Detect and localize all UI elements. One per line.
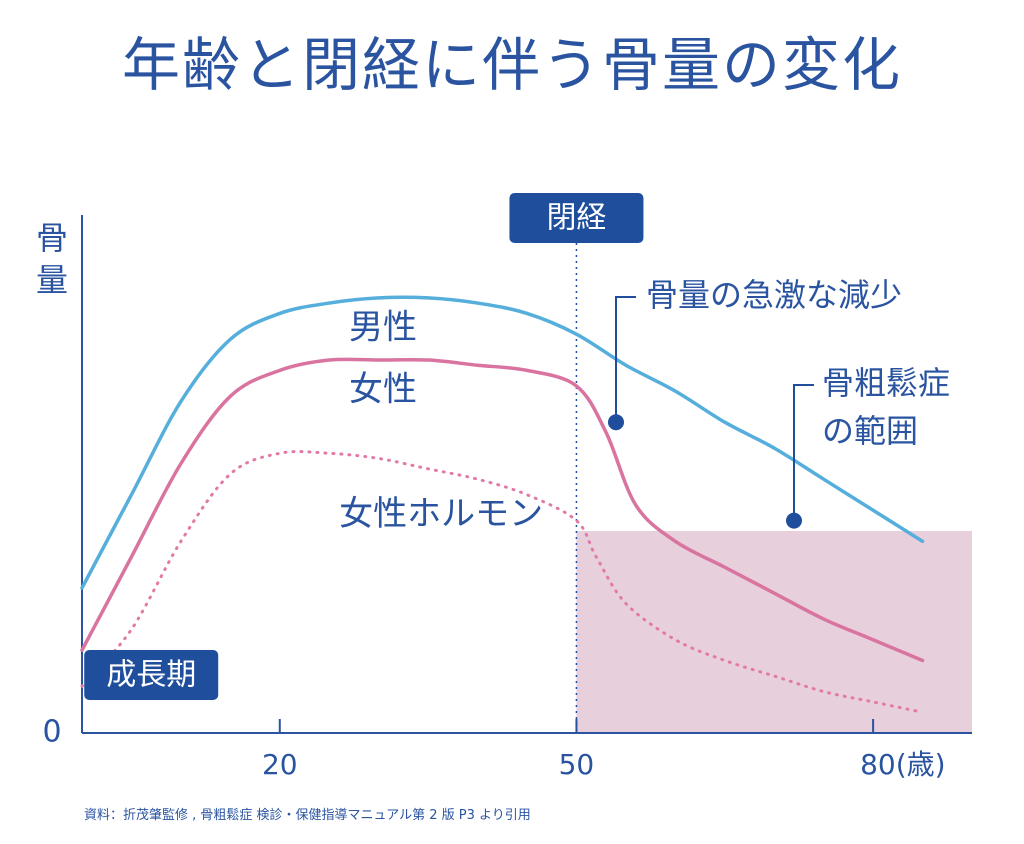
series-label-male: 男性 xyxy=(349,307,417,347)
growth-period-badge xyxy=(84,650,219,701)
series-layer xyxy=(80,295,925,714)
menopause-label: 閉経 xyxy=(546,201,606,236)
y-axis-label-char: 量 xyxy=(36,261,68,299)
annotation-osteoporosis-line2: の範囲 xyxy=(822,412,918,450)
x-tick-label-80: 80(歳) xyxy=(860,748,945,781)
annotation-osteoporosis-line1: 骨粗鬆症 xyxy=(822,364,950,402)
chart-title: 年齢と閉経に伴う骨量の変化 xyxy=(121,31,902,99)
x-tick-label-20: 20 xyxy=(262,748,298,781)
y-tick-label-0: 0 xyxy=(42,715,61,750)
x-tick-label-50: 50 xyxy=(559,748,595,781)
annotation-leader-1 xyxy=(793,384,814,521)
series-label-female-hormone: 女性ホルモン xyxy=(339,494,543,534)
region-layer xyxy=(576,530,972,733)
osteoporosis-region xyxy=(576,530,972,733)
axes-layer: 20 50 80(歳) 0 骨量 xyxy=(36,215,972,781)
annotation-leader-0 xyxy=(615,296,636,423)
series-line-female xyxy=(80,357,925,663)
menopause-badge xyxy=(509,193,644,243)
series-line-female-hormone xyxy=(80,450,925,714)
annotation-rapid-decrease: 骨量の急激な減少 xyxy=(646,276,902,314)
series-label-female: 女性 xyxy=(349,370,417,410)
growth-period-label: 成長期 xyxy=(106,658,196,693)
y-axis-label-char: 骨 xyxy=(36,219,68,257)
series-line-male xyxy=(80,295,925,590)
source-citation: 資料：折茂肇監修 , 骨粗鬆症 検診・保健指導マニュアル第 2 版 P3 より引… xyxy=(84,808,531,823)
